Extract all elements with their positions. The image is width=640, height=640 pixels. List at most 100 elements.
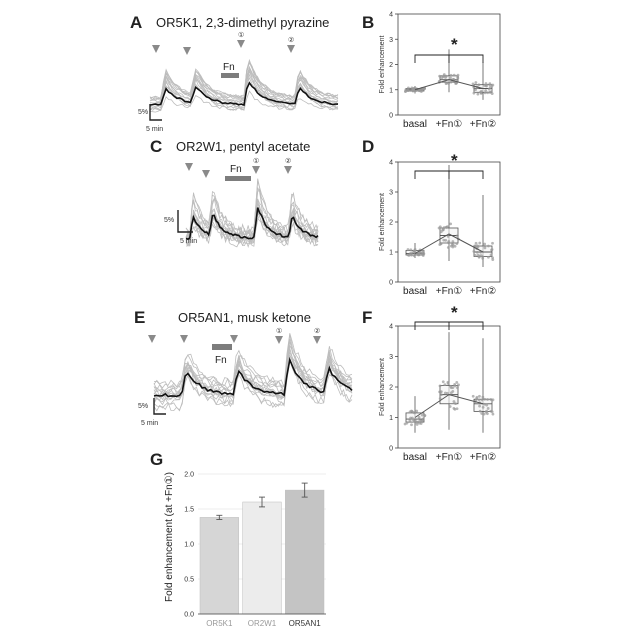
stimulus-arrow-a2 xyxy=(183,47,191,55)
cell-point xyxy=(438,75,441,78)
stimulus-arrow-c4 xyxy=(284,166,292,174)
cell-point xyxy=(418,252,421,255)
cell-point xyxy=(456,234,459,237)
scale-y-c: 5% xyxy=(164,217,174,224)
fn-label-a: Fn xyxy=(223,62,235,73)
stimulus-arrow-c3 xyxy=(252,166,260,174)
cell-point xyxy=(412,411,415,414)
cell-point xyxy=(407,248,410,251)
category-label: +Fn① xyxy=(436,452,463,463)
category-label: OR5AN1 xyxy=(289,619,322,628)
bar-chart-g: 0.00.51.01.52.0Fold enhancement (at +Fn①… xyxy=(164,472,326,629)
cell-point xyxy=(475,242,478,245)
panel-letter-f: F xyxy=(362,308,372,327)
scale-y-e: 5% xyxy=(138,403,148,410)
cell-point xyxy=(449,405,452,408)
cell-point xyxy=(420,90,423,93)
trace-area-c xyxy=(186,179,318,247)
cell-point xyxy=(442,380,445,383)
cell-point xyxy=(478,83,481,86)
cell-point xyxy=(455,82,458,85)
cell-point xyxy=(455,242,458,245)
cell-trace xyxy=(186,189,318,238)
cell-point xyxy=(479,410,482,413)
y-tick-label: 1 xyxy=(389,250,393,257)
y-tick-label: 1.0 xyxy=(184,542,194,549)
cell-point xyxy=(456,77,459,80)
y-tick-label: 2.0 xyxy=(184,472,194,479)
panel-letter-a: A xyxy=(130,13,142,32)
stimulus-arrow-a3 xyxy=(237,40,245,48)
panel-letter-e: E xyxy=(134,308,145,327)
cell-point xyxy=(480,90,483,93)
cell-point xyxy=(409,419,412,422)
fn-bar-a xyxy=(221,73,239,78)
cell-point xyxy=(456,407,459,410)
y-tick-label: 0 xyxy=(389,446,393,453)
significance-bracket xyxy=(415,171,449,179)
stimulus-arrow-a4 xyxy=(287,45,295,53)
cell-point xyxy=(442,228,445,231)
cell-point xyxy=(438,227,441,230)
cell-point xyxy=(472,83,475,86)
cell-point xyxy=(443,73,446,76)
cell-point xyxy=(480,412,483,415)
scale-y-a: 5% xyxy=(138,109,148,116)
stimulus-arrow-e5 xyxy=(313,336,321,344)
cell-point xyxy=(478,398,481,401)
cell-point xyxy=(413,249,416,252)
cell-point xyxy=(421,414,424,417)
y-axis-label: Fold enhancement xyxy=(379,358,386,416)
fn-bar-e xyxy=(212,344,232,350)
cell-point xyxy=(447,82,450,85)
cell-point xyxy=(484,91,487,94)
cell-point xyxy=(408,254,411,257)
cell-point xyxy=(472,395,475,398)
cell-point xyxy=(412,88,415,91)
cell-point xyxy=(491,256,494,259)
y-tick-label: 2 xyxy=(389,62,393,69)
panel-c-title: OR2W1, pentyl acetate xyxy=(176,139,310,154)
significance-bracket xyxy=(415,55,449,63)
significance-star-b: * xyxy=(451,35,458,54)
figure: A OR5K1, 2,3-dimethyl pyrazine Fn ① ② 5%… xyxy=(0,0,640,640)
cell-point xyxy=(492,398,495,401)
cell-point xyxy=(420,422,423,425)
cell-point xyxy=(447,246,450,249)
cell-point xyxy=(484,247,487,250)
cell-point xyxy=(483,243,486,246)
box-plot-d: 01234Fold enhancementbasal+Fn①+Fn② xyxy=(379,160,500,298)
cell-point xyxy=(455,381,458,384)
y-axis-label: Fold enhancement (at +Fn①) xyxy=(164,472,175,602)
panel-a-title: OR5K1, 2,3-dimethyl pyrazine xyxy=(156,15,329,30)
y-axis-label: Fold enhancement xyxy=(379,193,386,251)
cell-point xyxy=(446,225,449,228)
panel-letter-d: D xyxy=(362,137,374,156)
cell-point xyxy=(487,256,490,259)
panel-letter-c: C xyxy=(150,137,162,156)
cell-trace xyxy=(186,188,318,239)
y-axis-label: Fold enhancement xyxy=(379,35,386,93)
cell-point xyxy=(483,403,486,406)
cell-point xyxy=(444,76,447,79)
category-label: +Fn① xyxy=(436,119,463,130)
cell-point xyxy=(473,92,476,95)
cell-point xyxy=(404,90,407,93)
category-label: basal xyxy=(403,286,427,297)
cell-point xyxy=(474,88,477,91)
stimulus-arrow-c1 xyxy=(185,163,193,171)
panel-f: F * 01234Fold enhancementbasal+Fn①+Fn② xyxy=(362,303,500,463)
cell-point xyxy=(476,251,479,254)
cell-point xyxy=(476,93,479,96)
cell-point xyxy=(440,230,443,233)
cell-point xyxy=(449,222,452,225)
cell-point xyxy=(454,385,457,388)
y-tick-label: 0 xyxy=(389,280,393,287)
fn-label-c: Fn xyxy=(230,164,242,175)
cell-point xyxy=(492,413,495,416)
marker-2-e: ② xyxy=(314,327,320,335)
cell-point xyxy=(439,384,442,387)
cell-point xyxy=(483,398,486,401)
cell-point xyxy=(450,391,453,394)
stimulus-arrow-e4 xyxy=(275,336,283,344)
